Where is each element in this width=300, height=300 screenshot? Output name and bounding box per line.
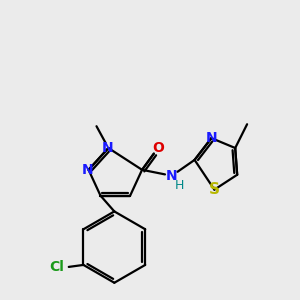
- Text: N: N: [206, 131, 217, 145]
- Text: N: N: [102, 141, 113, 155]
- Text: N: N: [82, 163, 93, 177]
- Text: N: N: [166, 169, 178, 183]
- Text: Cl: Cl: [50, 260, 64, 274]
- Text: O: O: [152, 141, 164, 155]
- Text: H: H: [175, 179, 184, 192]
- Text: S: S: [209, 182, 220, 197]
